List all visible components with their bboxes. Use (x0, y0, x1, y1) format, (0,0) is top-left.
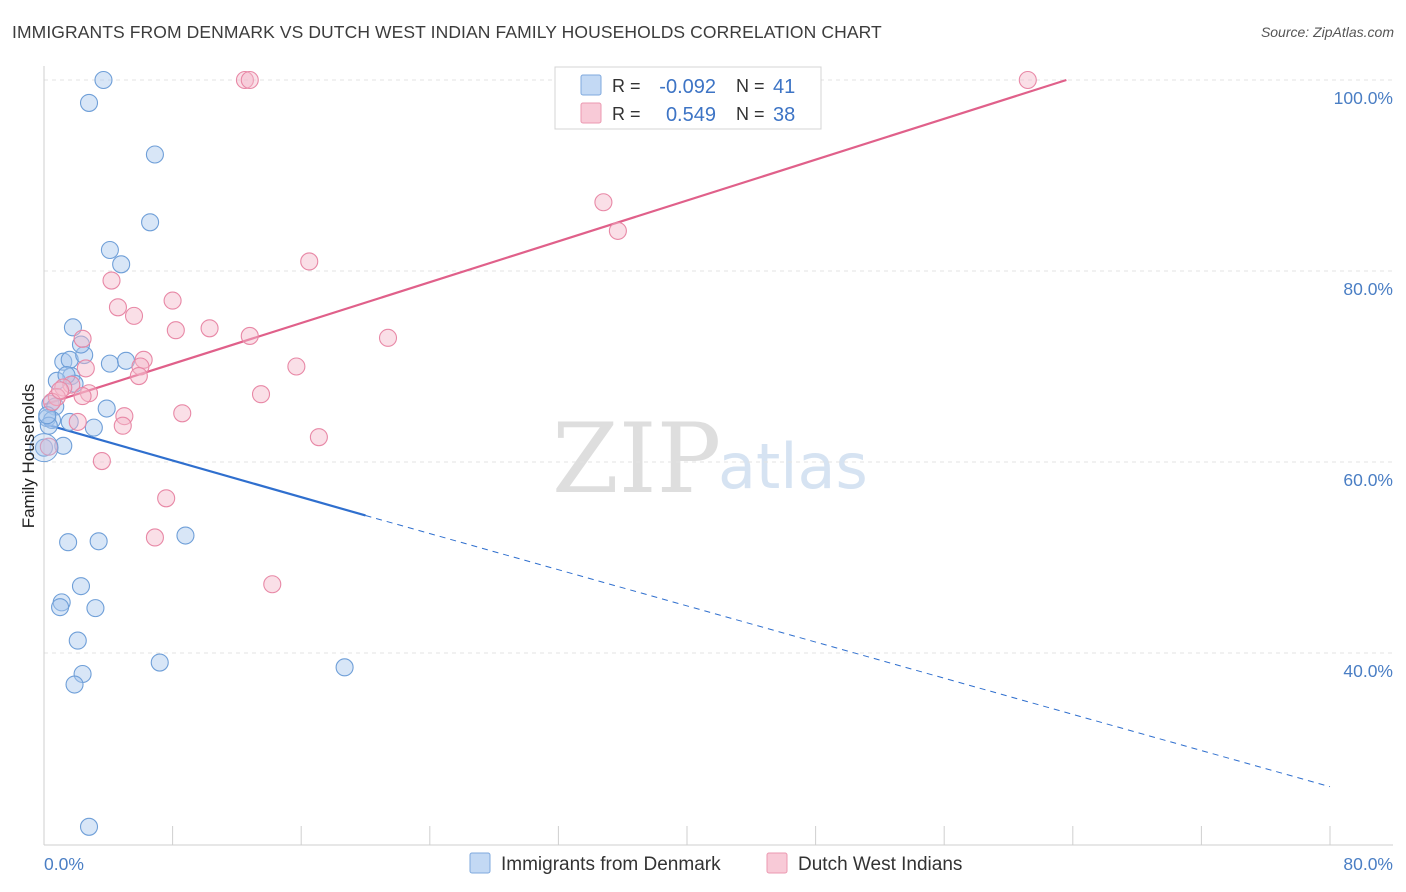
point-1-34 (157, 489, 176, 508)
source-credit: Source: ZipAtlas.com (1260, 24, 1394, 40)
stats-legend-swatch-pink (580, 102, 602, 124)
point-0-38 (79, 817, 99, 836)
point-0-7 (54, 352, 73, 371)
point-1-8 (108, 298, 127, 317)
point-0-33 (68, 631, 87, 650)
legend-label-denmark: Immigrants from Denmark (501, 854, 721, 875)
point-1-13 (378, 328, 398, 347)
point-1-29 (68, 412, 87, 431)
x-tick-label-1: 80.0% (1343, 854, 1393, 874)
point-1-11 (166, 321, 185, 340)
stats-legend-n-value-1: 41 (773, 76, 795, 98)
stats-legend-r-value-1: -0.092 (659, 76, 716, 98)
point-0-31 (51, 598, 70, 617)
watermark-zip: ZIP (552, 403, 721, 515)
point-1-19 (129, 366, 148, 386)
point-1-21 (54, 378, 73, 397)
point-1-9 (124, 306, 144, 325)
point-1-17 (287, 357, 306, 376)
x-tick-labels: 0.0% 80.0% (44, 854, 1393, 874)
y-tick-labels: 100.0% 80.0% 60.0% 40.0% (1334, 88, 1393, 681)
point-1-5 (300, 252, 319, 271)
point-0-8 (60, 350, 79, 369)
point-1-7 (163, 291, 182, 310)
point-1-23 (251, 385, 271, 404)
point-0-15 (47, 371, 66, 390)
point-0-3 (141, 213, 160, 232)
point-1-33 (92, 451, 111, 471)
series-legend: Immigrants from Denmark Dutch West India… (469, 852, 962, 875)
point-1-2 (1018, 70, 1037, 90)
point-1-28 (115, 407, 134, 426)
point-cluster-large (29, 433, 59, 463)
stats-legend-r-label-2: R = (612, 104, 641, 124)
point-0-4 (100, 240, 119, 260)
point-1-24 (73, 387, 92, 406)
point-1-18 (76, 359, 95, 378)
data-points (29, 70, 1037, 836)
point-0-26 (59, 533, 78, 552)
series-1-points (39, 70, 1037, 594)
axes (43, 66, 1393, 846)
point-1-1 (240, 70, 259, 90)
y-tick-label-1: 80.0% (1343, 279, 1393, 299)
trend-line-denmark-extension (365, 514, 1331, 788)
y-tick-label-0: 100.0% (1334, 88, 1393, 108)
y-tick-label-2: 60.0% (1343, 470, 1393, 490)
point-0-18 (97, 399, 116, 418)
point-0-39 (38, 406, 57, 425)
point-0-34 (150, 653, 169, 672)
point-1-27 (173, 404, 192, 423)
x-tick-label-0: 0.0% (44, 854, 84, 874)
point-0-32 (86, 599, 105, 618)
point-0-0 (94, 70, 113, 90)
point-0-37 (65, 675, 84, 694)
stats-legend-n-value-2: 38 (773, 104, 795, 126)
point-0-23 (84, 418, 103, 437)
point-1-6 (102, 271, 121, 290)
y-axis-label: Family Households (19, 384, 38, 529)
legend-label-dutch-west-indians: Dutch West Indians (798, 854, 962, 875)
stats-legend-r-value-2: 0.549 (666, 104, 716, 126)
watermark-atlas: atlas (718, 430, 868, 503)
point-1-37 (51, 381, 70, 400)
stats-legend: R = -0.092 N = 41 R = 0.549 N = 38 (554, 66, 822, 130)
point-0-1 (79, 93, 99, 112)
point-1-35 (145, 528, 164, 547)
point-0-9 (75, 345, 94, 365)
gridlines (44, 79, 1393, 654)
point-0-28 (176, 526, 195, 545)
trend-line-denmark (43, 422, 366, 517)
y-tick-label-3: 40.0% (1343, 661, 1393, 681)
legend-swatch-denmark (469, 852, 491, 874)
point-0-35 (335, 658, 354, 677)
trend-line-dutch-west-indians (43, 78, 1067, 406)
stats-legend-r-label-1: R = (612, 76, 641, 96)
stats-legend-swatch-blue (580, 74, 602, 96)
point-1-12 (240, 326, 259, 345)
point-1-4 (608, 221, 627, 240)
point-1-36 (263, 575, 282, 594)
point-0-2 (145, 145, 164, 164)
point-1-10 (200, 319, 219, 338)
point-0-5 (112, 255, 131, 274)
point-1-30 (113, 416, 132, 435)
chart-title: IMMIGRANTS FROM DENMARK VS DUTCH WEST IN… (12, 22, 882, 42)
stats-legend-n-label-1: N = (736, 76, 765, 96)
point-1-14 (73, 329, 92, 348)
point-0-29 (71, 577, 91, 596)
series-0-points (34, 70, 354, 836)
stats-legend-n-label-2: N = (736, 104, 765, 124)
point-1-3 (594, 193, 613, 212)
point-1-16 (131, 357, 150, 376)
point-0-11 (100, 354, 119, 373)
point-0-25 (54, 436, 73, 455)
point-1-32 (39, 437, 58, 456)
point-0-27 (89, 532, 108, 551)
legend-swatch-dutch-west-indians (766, 852, 788, 874)
point-1-0 (235, 70, 254, 90)
point-1-31 (309, 428, 328, 447)
trend-lines (43, 78, 1331, 788)
